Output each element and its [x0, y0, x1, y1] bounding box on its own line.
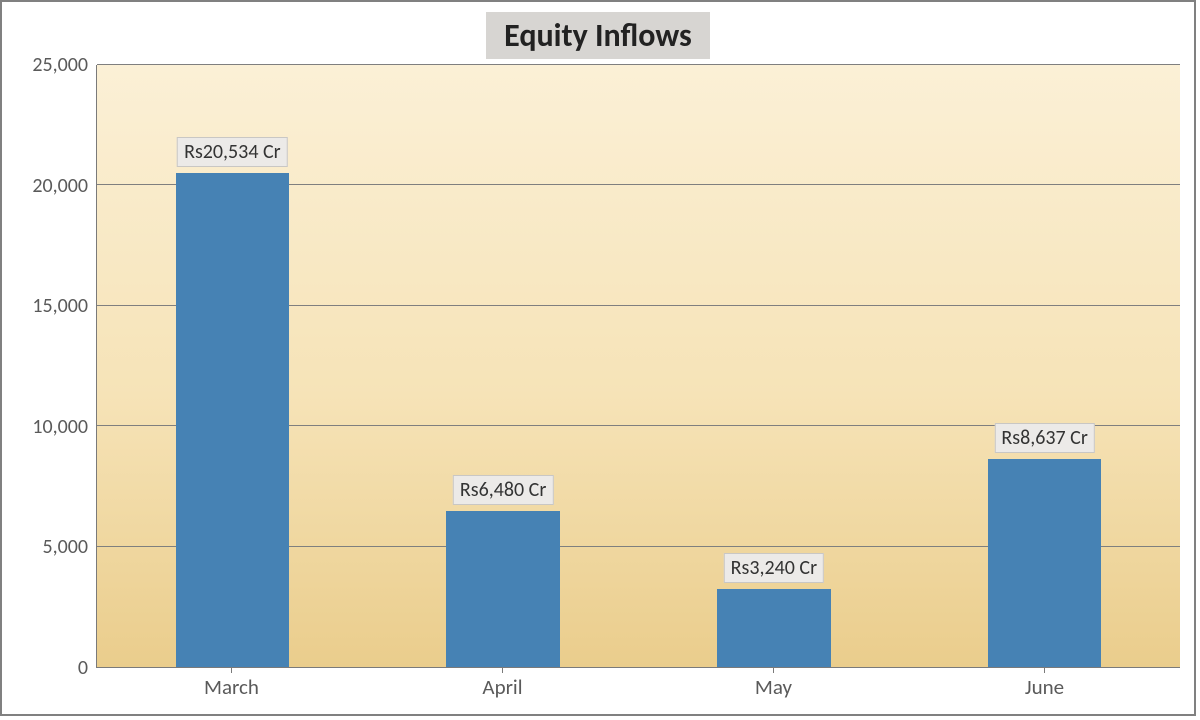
y-tick: 0	[78, 656, 88, 680]
x-tick-mark	[502, 667, 503, 673]
bar-slot: Rs20,534 Cr	[97, 65, 368, 667]
x-label-may: May	[755, 674, 792, 700]
y-tick: 10,000	[32, 415, 88, 439]
bar-june: Rs8,637 Cr	[988, 459, 1102, 667]
x-slot: March	[96, 674, 367, 700]
data-label: Rs6,480 Cr	[453, 475, 553, 505]
y-tick: 25,000	[32, 53, 88, 77]
bar-slot: Rs3,240 Cr	[639, 65, 910, 667]
bar-may: Rs3,240 Cr	[717, 589, 831, 667]
y-axis: 25,000 20,000 15,000 10,000 5,000 0	[16, 65, 96, 668]
x-label-june: June	[1025, 674, 1064, 700]
bar-slot: Rs6,480 Cr	[368, 65, 639, 667]
chart-body: 25,000 20,000 15,000 10,000 5,000 0 Rs20…	[16, 65, 1180, 668]
bar-april: Rs6,480 Cr	[446, 511, 560, 667]
x-tick-mark	[773, 667, 774, 673]
y-tick: 15,000	[32, 294, 88, 318]
x-slot: June	[909, 674, 1180, 700]
x-slot: April	[367, 674, 638, 700]
y-tick: 5,000	[42, 535, 88, 559]
x-label-april: April	[482, 674, 522, 700]
x-tick-mark	[231, 667, 232, 673]
x-slot: May	[638, 674, 909, 700]
bar-slot: Rs8,637 Cr	[909, 65, 1180, 667]
title-wrap: Equity Inflows	[16, 12, 1180, 59]
x-axis: March April May June	[96, 674, 1180, 700]
plot-area: Rs20,534 Cr Rs6,480 Cr Rs3,240 Cr	[96, 65, 1180, 668]
chart-title: Equity Inflows	[486, 12, 710, 59]
data-label: Rs3,240 Cr	[724, 553, 824, 583]
data-label: Rs20,534 Cr	[177, 137, 288, 167]
chart-frame: 25,000 20,000 15,000 10,000 5,000 0 Rs20…	[16, 65, 1180, 700]
bar-march: Rs20,534 Cr	[176, 173, 290, 667]
chart-container: Equity Inflows 25,000 20,000 15,000 10,0…	[0, 0, 1196, 716]
x-label-march: March	[204, 674, 259, 700]
bars-container: Rs20,534 Cr Rs6,480 Cr Rs3,240 Cr	[97, 65, 1180, 667]
x-tick-mark	[1044, 667, 1045, 673]
data-label: Rs8,637 Cr	[994, 423, 1094, 453]
y-tick: 20,000	[32, 174, 88, 198]
